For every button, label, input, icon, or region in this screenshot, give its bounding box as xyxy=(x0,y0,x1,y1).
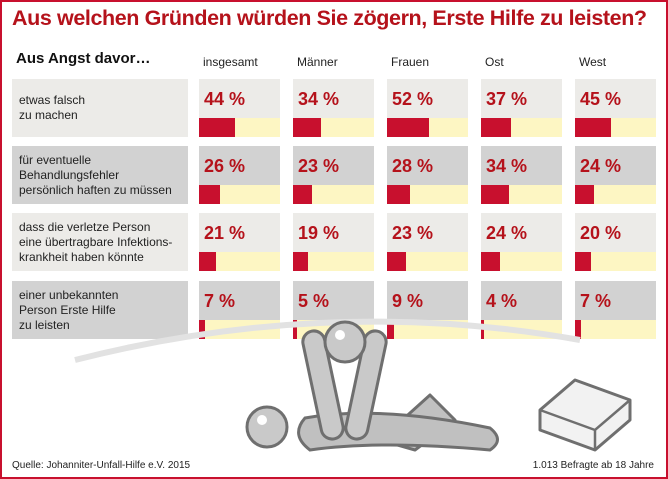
column-header: West xyxy=(579,55,607,69)
bar xyxy=(575,252,592,271)
data-cell: 26 % xyxy=(199,146,280,204)
bar-track xyxy=(575,185,656,204)
row-label: etwas falsch zu machen xyxy=(12,79,188,137)
bar xyxy=(387,320,395,339)
bar-track xyxy=(481,185,562,204)
bar xyxy=(293,185,312,204)
data-cell: 37 % xyxy=(481,79,562,137)
bar xyxy=(293,252,309,271)
bar-track xyxy=(575,252,656,271)
bar xyxy=(387,118,430,137)
bar-track xyxy=(199,185,280,204)
data-label: 23 % xyxy=(392,223,434,243)
bar-track xyxy=(575,320,656,339)
bar xyxy=(481,252,501,271)
column-header: insgesamt xyxy=(203,55,258,69)
data-label: 24 % xyxy=(486,223,528,243)
bar-track xyxy=(293,118,374,137)
data-cell: 19 % xyxy=(293,213,374,271)
data-label: 45 % xyxy=(580,89,622,109)
data-cell: 34 % xyxy=(481,146,562,204)
data-label: 7 % xyxy=(580,291,612,311)
data-cell: 24 % xyxy=(481,213,562,271)
row-label: dass die verletze Person eine übertragba… xyxy=(12,213,188,271)
data-label: 34 % xyxy=(486,156,528,176)
data-label: 20 % xyxy=(580,223,622,243)
source-note: Quelle: Johanniter-Unfall-Hilfe e.V. 201… xyxy=(12,460,191,471)
data-label: 19 % xyxy=(298,223,340,243)
data-cell: 45 % xyxy=(575,79,656,137)
data-label: 4 % xyxy=(486,291,518,311)
row-label: für eventuelle Behandlungsfehler persönl… xyxy=(12,146,188,204)
bar xyxy=(387,252,406,271)
sample-note: 1.013 Befragte ab 18 Jahre xyxy=(532,460,654,471)
bar xyxy=(199,118,235,137)
first-aid-cpr-illustration-icon xyxy=(74,318,632,452)
data-cell: 44 % xyxy=(199,79,280,137)
column-header: Frauen xyxy=(391,55,430,69)
data-label: 26 % xyxy=(204,156,246,176)
bar xyxy=(199,320,205,339)
data-label: 7 % xyxy=(204,291,236,311)
chart-title: Aus welchen Gründen würden Sie zögern, E… xyxy=(12,6,647,30)
bar xyxy=(575,185,595,204)
bar xyxy=(293,320,298,339)
data-cell: 21 % xyxy=(199,213,280,271)
data-cell: 23 % xyxy=(293,146,374,204)
bar-track xyxy=(481,118,562,137)
data-label: 24 % xyxy=(580,156,622,176)
row-label: einer unbekannten Person Erste Hilfe zu … xyxy=(12,281,188,339)
bar-track xyxy=(199,118,280,137)
column-header: Männer xyxy=(297,55,338,69)
data-label: 37 % xyxy=(486,89,528,109)
bar xyxy=(199,185,221,204)
data-cell: 20 % xyxy=(575,213,656,271)
data-label: 52 % xyxy=(392,89,434,109)
data-cell: 7 % xyxy=(575,281,656,339)
bar xyxy=(575,320,581,339)
bar xyxy=(481,118,511,137)
data-label: 34 % xyxy=(298,89,340,109)
data-cell: 52 % xyxy=(387,79,468,137)
bar-track xyxy=(575,118,656,137)
data-label: 5 % xyxy=(298,291,330,311)
data-cell: 28 % xyxy=(387,146,468,204)
data-label: 21 % xyxy=(204,223,246,243)
bar-track xyxy=(387,252,468,271)
bar-track xyxy=(387,118,468,137)
data-label: 44 % xyxy=(204,89,246,109)
bar xyxy=(575,118,612,137)
bar-track xyxy=(199,252,280,271)
data-cell: 23 % xyxy=(387,213,468,271)
data-label: 23 % xyxy=(298,156,340,176)
bar-track xyxy=(387,185,468,204)
data-label: 9 % xyxy=(392,291,424,311)
data-cell: 34 % xyxy=(293,79,374,137)
column-header: Ost xyxy=(485,55,504,69)
bar xyxy=(293,118,321,137)
data-label: 28 % xyxy=(392,156,434,176)
data-cell: 24 % xyxy=(575,146,656,204)
bar-track xyxy=(293,252,374,271)
bar xyxy=(199,252,216,271)
bar xyxy=(387,185,410,204)
bar xyxy=(481,185,509,204)
bar-track xyxy=(481,252,562,271)
row-header: Aus Angst davor… xyxy=(16,50,151,67)
bar-track xyxy=(293,185,374,204)
